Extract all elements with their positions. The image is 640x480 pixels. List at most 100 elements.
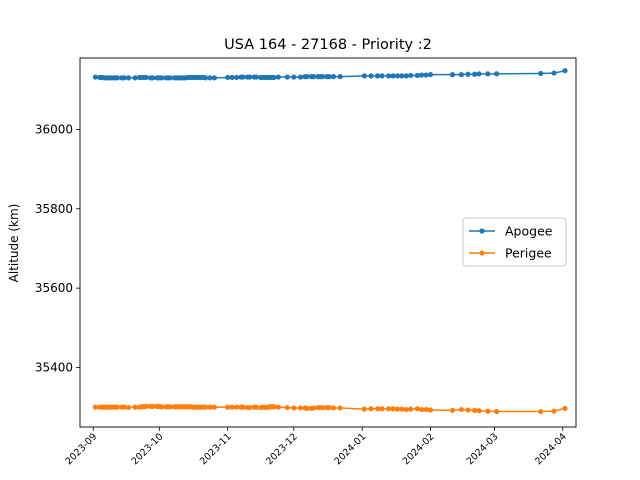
- apogee-point: [121, 75, 127, 81]
- series-layer: [92, 68, 568, 415]
- perigee-point: [121, 404, 127, 410]
- perigee-point: [92, 404, 99, 410]
- apogee-point: [390, 73, 396, 79]
- apogee-point: [158, 75, 165, 81]
- apogee-point: [92, 74, 99, 80]
- perigee-point: [419, 406, 425, 413]
- perigee-point: [403, 406, 409, 413]
- series-perigee: [92, 403, 568, 415]
- perigee-point: [132, 404, 138, 410]
- apogee-point: [427, 72, 434, 78]
- perigee-point: [562, 405, 568, 411]
- apogee-point: [326, 74, 332, 80]
- legend-marker-apogee: [479, 228, 485, 234]
- perigee-point: [427, 407, 434, 413]
- apogee-point: [240, 74, 246, 80]
- plot-frame: [79, 57, 577, 428]
- apogee-point: [330, 74, 337, 80]
- perigee-point: [319, 404, 326, 411]
- perigee-point: [304, 405, 310, 411]
- perigee-point: [150, 403, 156, 409]
- perigee-point: [330, 405, 337, 411]
- apogee-point: [275, 74, 281, 80]
- apogee-point: [472, 71, 478, 77]
- apogee-point: [150, 75, 156, 81]
- apogee-point: [297, 74, 304, 80]
- legend-marker-perigee: [479, 250, 485, 256]
- apogee-point: [319, 74, 326, 80]
- y-tick-label: 35800: [35, 202, 73, 216]
- apogee-point: [562, 68, 568, 74]
- apogee-point: [408, 72, 414, 79]
- perigee-point: [233, 404, 240, 410]
- perigee-point: [423, 406, 429, 413]
- apogee-point: [414, 72, 420, 79]
- apogee-point: [399, 73, 405, 79]
- perigee-point: [538, 408, 544, 415]
- perigee-point: [143, 403, 149, 409]
- apogee-point: [203, 75, 209, 81]
- series-apogee: [92, 68, 568, 81]
- apogee-point: [465, 71, 471, 77]
- apogee-point: [458, 72, 464, 78]
- y-tick-label: 35400: [35, 360, 73, 374]
- perigee-point: [311, 405, 317, 411]
- apogee-point: [375, 73, 381, 79]
- apogee-point: [337, 74, 343, 80]
- apogee-point: [538, 70, 544, 77]
- perigee-point: [240, 404, 246, 410]
- perigee-point: [326, 404, 332, 411]
- perigee-point: [399, 406, 405, 412]
- perigee-point: [207, 404, 213, 410]
- apogee-point: [423, 72, 429, 78]
- perigee-point: [375, 406, 381, 412]
- apogee-point: [125, 75, 132, 81]
- perigee-point: [291, 405, 297, 411]
- apogee-point: [247, 74, 253, 80]
- perigee-point: [379, 406, 385, 412]
- apogee-point: [253, 74, 259, 80]
- apogee-point: [304, 74, 310, 80]
- perigee-point: [476, 408, 482, 414]
- chart-title: USA 164 - 27168 - Priority :2: [224, 37, 432, 53]
- apogee-point: [368, 73, 374, 79]
- perigee-point: [361, 406, 367, 412]
- y-axis-ticks: 35400 35600 35800 36000: [35, 122, 80, 374]
- perigee-point: [465, 407, 471, 413]
- perigee-point: [368, 406, 374, 412]
- perigee-point: [211, 404, 218, 410]
- perigee-point: [225, 404, 231, 410]
- legend-box: [462, 217, 567, 267]
- perigee-point: [284, 404, 290, 411]
- apogee-point: [291, 74, 297, 80]
- perigee-point: [458, 406, 464, 413]
- perigee-point: [408, 406, 414, 412]
- apogee-point: [386, 73, 392, 79]
- apogee-point: [233, 74, 240, 81]
- apogee-point: [271, 74, 277, 81]
- perigee-point: [414, 406, 420, 412]
- apogee-point: [419, 72, 425, 78]
- apogee-point: [494, 71, 500, 77]
- perigee-point: [297, 405, 304, 411]
- apogee-point: [403, 73, 409, 79]
- perigee-point: [125, 404, 132, 411]
- legend-label-apogee: Apogee: [505, 224, 553, 239]
- apogee-point: [284, 74, 290, 80]
- apogee-point: [229, 74, 235, 81]
- perigee-point: [494, 408, 500, 415]
- apogee-point: [551, 70, 557, 76]
- apogee-point: [449, 72, 456, 78]
- perigee-point: [472, 407, 478, 413]
- apogee-point: [207, 75, 213, 81]
- apogee-point: [476, 71, 482, 77]
- perigee-point: [275, 404, 281, 410]
- perigee-point: [158, 404, 165, 410]
- apogee-point: [311, 74, 317, 80]
- y-axis-label: Altitude (km): [7, 204, 21, 283]
- perigee-point: [337, 405, 343, 411]
- y-tick-label: 36000: [35, 122, 73, 136]
- apogee-point: [132, 75, 138, 81]
- perigee-point: [167, 404, 173, 410]
